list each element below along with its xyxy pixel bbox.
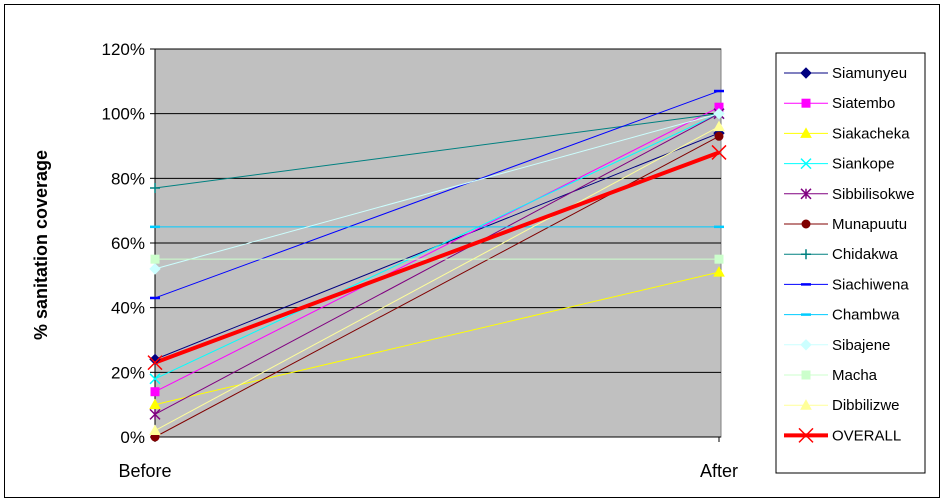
data-point-sibajene [713, 107, 725, 120]
legend-label-dibbilizwe: Dibbilizwe [832, 397, 900, 414]
legend-box [775, 52, 926, 474]
series-line-chidakwa [154, 113, 720, 189]
legend-label-macha: Macha [832, 367, 878, 384]
data-point-chidakwa [150, 183, 160, 194]
data-point-overall [711, 144, 727, 160]
data-point-siakacheka [149, 398, 161, 410]
legend-marker-siamunyeu [800, 67, 812, 79]
plot-area-group [154, 48, 722, 438]
data-point-macha [714, 254, 724, 264]
y-axis-label: % sanitation coverage [31, 150, 51, 340]
y-tick-label: 120% [102, 40, 145, 59]
series-line-overall [154, 150, 720, 365]
legend-marker-siatembo [801, 98, 811, 108]
legend-marker-dibbilizwe [800, 399, 812, 410]
y-tick-label: 100% [102, 105, 145, 124]
x-tick-label: Before [118, 461, 171, 481]
data-point-siakacheka [713, 266, 725, 277]
data-point-siankope [149, 373, 161, 385]
series-group [147, 89, 727, 442]
data-point-dibbilizwe [713, 120, 725, 132]
series-line-siankope [154, 113, 720, 380]
y-tick-label: 40% [111, 299, 145, 318]
data-point-sibbilisokwe [149, 408, 161, 420]
y-tick-label: 20% [111, 363, 145, 382]
axes-group: 0% 20% 40% 60% 80% 100% 120% Before After [102, 40, 738, 481]
legend-label-chambwa: Chambwa [832, 307, 900, 324]
legend-label-siamunyeu: Siamunyeu [832, 65, 907, 82]
legend-marker-macha [801, 370, 811, 380]
legend-label-chidakwa: Chidakwa [832, 246, 899, 263]
legend-marker-sibbilisokwe [800, 188, 812, 200]
y-tick-label: 60% [111, 234, 145, 253]
chart-frame: 0% 20% 40% 60% 80% 100% 120% Before After % sani… [4, 4, 940, 498]
data-point-sibajene [149, 263, 161, 275]
series-line-siatembo [154, 106, 720, 393]
series-line-sibajene [154, 113, 720, 270]
x-tick-label: After [700, 461, 738, 481]
legend-label-siatembo: Siatembo [832, 95, 895, 112]
legend: Siamunyeu Siatembo Siakacheka Siankope Sibbi… [775, 52, 926, 474]
legend-marker-chidakwa [801, 249, 811, 260]
data-point-munapuutu [714, 131, 724, 141]
series-line-siakacheka [154, 271, 720, 406]
data-point-overall [147, 355, 163, 371]
legend-label-siankope: Siankope [832, 156, 895, 173]
data-point-siamunyeu [149, 353, 161, 366]
legend-marker-siakacheka [800, 127, 812, 138]
data-point-dibbilizwe [149, 424, 161, 436]
legend-label-overall: OVERALL [832, 427, 901, 444]
legend-marker-siankope [800, 158, 812, 170]
y-tick-label: 0% [120, 428, 145, 447]
y-tick-label: 80% [111, 169, 145, 188]
legend-label-siakacheka: Siakacheka [832, 125, 910, 142]
data-point-macha [150, 254, 160, 264]
legend-label-siachiwena: Siachiwena [832, 276, 909, 293]
series-line-sibbilisokwe [154, 113, 720, 415]
series-line-dibbilizwe [154, 126, 720, 431]
series-line-siachiwena [154, 90, 720, 299]
legend-marker-munapuutu [801, 219, 811, 229]
line-chart: 0% 20% 40% 60% 80% 100% 120% Before After % sani… [31, 40, 926, 481]
legend-marker-overall [798, 427, 814, 443]
legend-label-sibajene: Sibajene [832, 337, 890, 354]
legend-marker-sibajene [800, 339, 812, 351]
legend-label-sibbilisokwe: Sibbilisokwe [832, 186, 915, 203]
legend-label-munapuutu: Munapuutu [832, 216, 907, 233]
data-point-siatembo [150, 387, 160, 397]
